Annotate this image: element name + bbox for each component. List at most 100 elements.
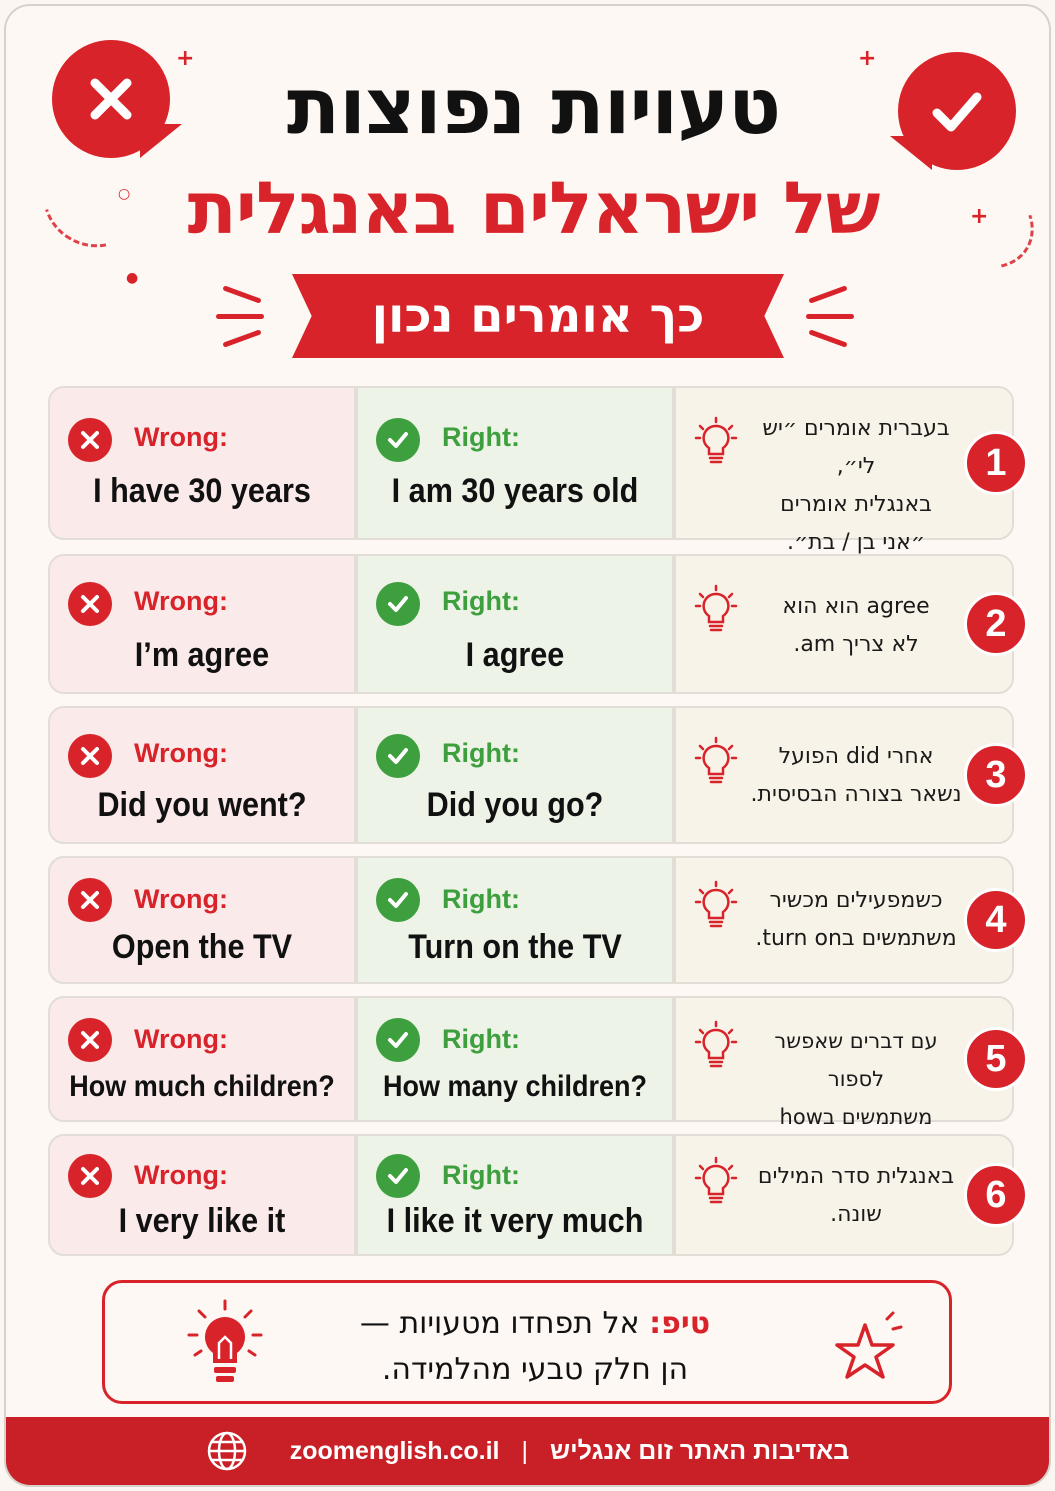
wrong-label: Wrong: (134, 586, 228, 616)
right-phrase: I like it very much (386, 1202, 644, 1240)
wrong-label: Wrong: (134, 884, 228, 914)
check-circle-icon (376, 878, 420, 922)
mistake-row-5: Wrong: How much children? Right: How man… (48, 996, 1028, 1167)
explanation-text: בעברית אומרים ״יש לי״, באנגלית אומרים ״א… (762, 416, 950, 555)
wrong-phrase: I very like it (118, 1202, 286, 1240)
wrong-bubble-icon (52, 40, 182, 158)
right-label: Right: (442, 1024, 520, 1054)
explanation-cell: עם דברים שאפשר לספור משתמשים בhow many. … (674, 996, 1028, 1167)
rays-right-icon (802, 285, 856, 348)
x-circle-icon (68, 582, 112, 626)
right-label: Right: (442, 1160, 520, 1190)
sparkle-icon: + (970, 204, 989, 229)
check-circle-icon (376, 582, 420, 626)
right-phrase: I am 30 years old (391, 472, 639, 510)
row-number-badge: 4 (964, 888, 1028, 952)
subtitle-banner: כך אומרים נכון (292, 274, 784, 358)
wrong-label: Wrong: (134, 738, 228, 768)
wrong-cell: Wrong: I very like it (48, 1134, 356, 1256)
check-circle-icon (376, 1018, 420, 1062)
wrong-cell: Wrong: How much children? (48, 996, 356, 1122)
x-circle-icon (68, 418, 112, 462)
mistake-row-2: Wrong: I’m agree Right: I agree agree הו… (48, 554, 1028, 694)
x-circle-icon (68, 1018, 112, 1062)
right-cell: Right: Turn on the TV (356, 856, 674, 984)
page-title: טעויות נפוצות (286, 62, 781, 152)
lightbulb-icon (694, 416, 738, 464)
lightbulb-icon (694, 880, 738, 928)
wrong-cell: Wrong: I have 30 years (48, 386, 356, 540)
wrong-phrase: I’m agree (134, 636, 270, 674)
mistake-row-1: Wrong: I have 30 years Right: I am 30 ye… (48, 386, 1028, 555)
footer-separator: | (521, 1436, 529, 1465)
lightbulb-icon (694, 1020, 738, 1068)
wrong-cell: Wrong: Open the TV (48, 856, 356, 984)
tip-box: טיפ: אל תפחדו מטעויות — הן חלק טבעי מהלמ… (102, 1280, 952, 1404)
row-number-badge: 6 (964, 1163, 1028, 1227)
row-number-badge: 1 (964, 431, 1028, 495)
mistake-row-3: Wrong: Did you went? Right: Did you go? … (48, 706, 1028, 844)
wrong-phrase: Open the TV (111, 928, 293, 966)
right-cell: Right: How many children? (356, 996, 674, 1122)
lightbulb-icon (694, 1156, 738, 1204)
row-number-badge: 5 (964, 1027, 1028, 1091)
explanation-text: אחרי did הפועל נשאר בצורה הבסיסית. (750, 744, 962, 807)
wrong-cell: Wrong: Did you went? (48, 706, 356, 844)
wrong-label: Wrong: (134, 1024, 228, 1054)
page-subtitle: של ישראלים באנגלית (187, 166, 881, 250)
lightbulb-icon (694, 736, 738, 784)
circle-dot-icon: ○ (118, 186, 131, 202)
check-circle-icon (376, 1154, 420, 1198)
right-phrase: Did you go? (426, 786, 604, 824)
mistake-row-4: Wrong: Open the TV Right: Turn on the TV… (48, 856, 1028, 984)
tip-text: טיפ: אל תפחדו מטעויות — הן חלק טבעי מהלמ… (359, 1306, 711, 1387)
explanation-text: כשמפעילים מכשיר משתמשים בturn on. (755, 888, 957, 951)
lightbulb-icon (187, 1299, 263, 1382)
row-number-badge: 3 (964, 743, 1028, 807)
dashed-swirl-left (26, 137, 158, 265)
right-label: Right: (442, 738, 520, 768)
check-bubble-icon (890, 52, 1016, 170)
right-cell: Right: I like it very much (356, 1134, 674, 1256)
wrong-cell: Wrong: I’m agree (48, 554, 356, 694)
tip-label: טיפ: (649, 1306, 711, 1341)
explanation-cell: באנגלית סדר המילים שונה. 6 (674, 1134, 1028, 1256)
explanation-cell: agree הוא הוא לא צריך am. 2 (674, 554, 1028, 694)
wrong-label: Wrong: (134, 1160, 228, 1190)
explanation-text: באנגלית סדר המילים שונה. (757, 1164, 955, 1227)
right-label: Right: (442, 422, 520, 452)
banner-text: כך אומרים נכון (371, 288, 705, 344)
x-circle-icon (68, 1154, 112, 1198)
explanation-text: agree הוא הוא לא צריך am. (782, 594, 930, 657)
sparkle-icon: + (176, 46, 195, 71)
right-phrase: How many children? (382, 1070, 648, 1103)
right-label: Right: (442, 884, 520, 914)
check-circle-icon (376, 418, 420, 462)
explanation-cell: בעברית אומרים ״יש לי״, באנגלית אומרים ״א… (674, 386, 1028, 555)
rays-left-icon (216, 285, 270, 348)
credit-text: באדיבות האתר זום אנגליש (550, 1436, 850, 1465)
wrong-label: Wrong: (134, 422, 228, 452)
sparkle-icon: + (858, 46, 877, 71)
lightbulb-icon (694, 584, 738, 632)
explanation-cell: אחרי did הפועל נשאר בצורה הבסיסית. 3 (674, 706, 1028, 844)
poster: + + + ○ ● טעויות נפוצות של ישראלים באנגל… (4, 4, 1051, 1487)
x-circle-icon (68, 734, 112, 778)
row-number-badge: 2 (964, 592, 1028, 656)
wrong-phrase: How much children? (69, 1070, 335, 1103)
star-icon (835, 1311, 903, 1379)
right-cell: Right: I am 30 years old (356, 386, 674, 540)
right-label: Right: (442, 586, 520, 616)
wrong-phrase: Did you went? (97, 786, 307, 824)
right-cell: Right: I agree (356, 554, 674, 694)
x-circle-icon (68, 878, 112, 922)
wrong-phrase: I have 30 years (93, 472, 311, 510)
right-phrase: Turn on the TV (408, 928, 622, 966)
mistake-row-6: Wrong: I very like it Right: I like it v… (48, 1134, 1028, 1256)
right-phrase: I agree (465, 636, 565, 674)
footer-bar: zoomenglish.co.il | באדיבות האתר זום אנג… (6, 1417, 1049, 1485)
website-link[interactable]: zoomenglish.co.il (289, 1436, 500, 1465)
dot-icon: ● (126, 270, 139, 286)
explanation-cell: כשמפעילים מכשיר משתמשים בturn on. 4 (674, 856, 1028, 984)
globe-icon (207, 1431, 246, 1471)
